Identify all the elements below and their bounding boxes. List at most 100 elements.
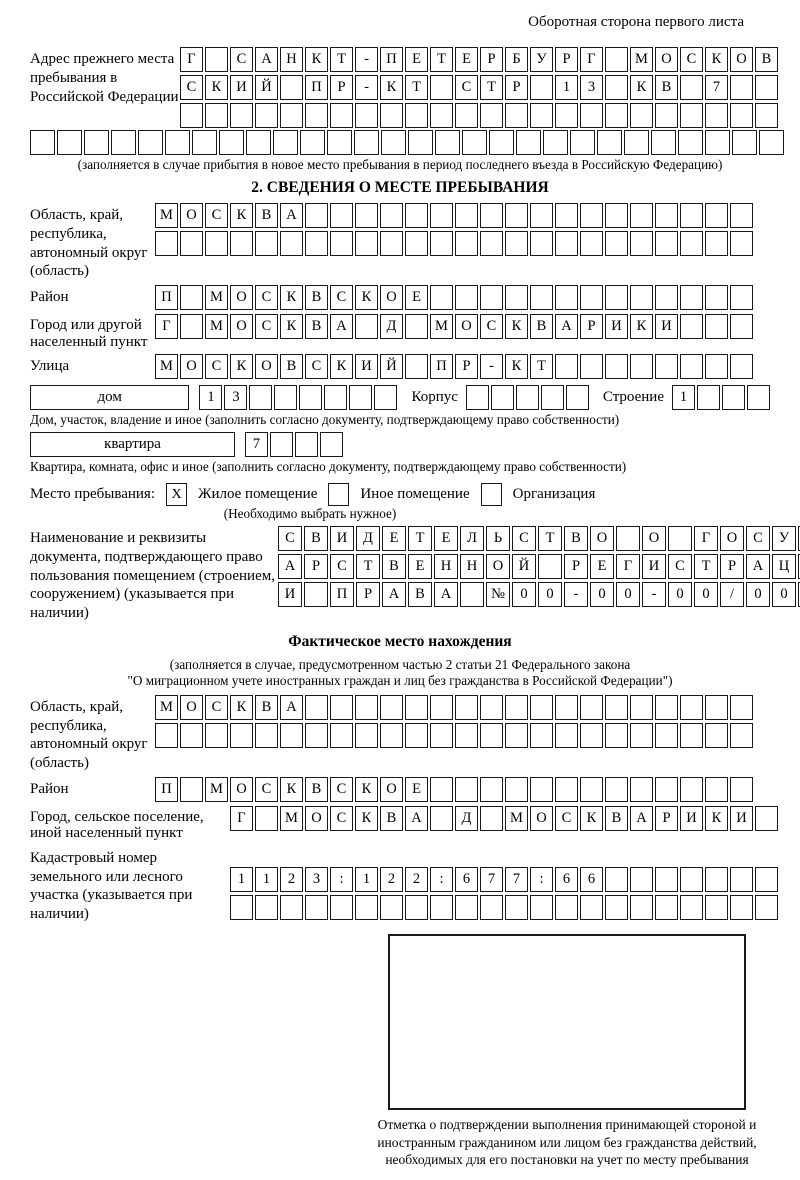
char-cell[interactable] — [543, 130, 568, 155]
char-cell[interactable] — [722, 385, 745, 410]
char-cell[interactable] — [219, 130, 244, 155]
char-cell[interactable] — [505, 776, 528, 802]
char-cell[interactable] — [705, 894, 728, 920]
char-cell[interactable]: 1 — [355, 866, 378, 892]
char-cell[interactable] — [295, 432, 318, 457]
char-cell[interactable]: 3 — [224, 385, 248, 410]
char-cell[interactable] — [705, 722, 728, 748]
char-cell[interactable] — [505, 722, 528, 748]
char-cell[interactable] — [580, 722, 603, 748]
char-cell[interactable] — [246, 130, 271, 155]
char-cell[interactable] — [730, 231, 753, 256]
char-cell[interactable]: В — [380, 805, 403, 831]
char-cell[interactable]: С — [305, 354, 328, 379]
char-cell[interactable] — [730, 314, 753, 339]
char-cell[interactable] — [705, 776, 728, 802]
char-cell[interactable]: И — [330, 526, 354, 551]
char-cell[interactable] — [430, 75, 453, 100]
char-cell[interactable]: И — [278, 582, 302, 607]
char-cell[interactable]: С — [255, 314, 278, 339]
char-cell[interactable] — [480, 103, 503, 128]
char-cell[interactable] — [405, 894, 428, 920]
char-cell[interactable] — [755, 805, 778, 831]
char-cell[interactable] — [480, 203, 503, 228]
char-cell[interactable]: А — [434, 582, 458, 607]
char-cell[interactable] — [680, 103, 703, 128]
char-cell[interactable] — [630, 694, 653, 720]
char-cell[interactable]: П — [305, 75, 328, 100]
char-cell[interactable]: О — [305, 805, 328, 831]
char-cell[interactable]: 6 — [555, 866, 578, 892]
char-cell[interactable]: Р — [505, 75, 528, 100]
char-cell[interactable]: К — [380, 75, 403, 100]
char-cell[interactable] — [305, 103, 328, 128]
char-cell[interactable]: Т — [530, 354, 553, 379]
char-cell[interactable]: Й — [512, 554, 536, 579]
char-cell[interactable]: А — [280, 203, 303, 228]
char-cell[interactable] — [655, 231, 678, 256]
char-cell[interactable]: Р — [720, 554, 744, 579]
apartment-type-box[interactable]: квартира — [30, 432, 235, 457]
char-cell[interactable] — [565, 385, 589, 410]
char-cell[interactable]: С — [230, 47, 253, 72]
char-cell[interactable] — [320, 432, 343, 457]
char-cell[interactable] — [155, 231, 178, 256]
char-cell[interactable] — [165, 130, 190, 155]
char-cell[interactable] — [180, 722, 203, 748]
char-cell[interactable]: 2 — [380, 866, 403, 892]
char-cell[interactable] — [730, 722, 753, 748]
char-cell[interactable] — [538, 554, 562, 579]
char-cell[interactable]: 2 — [405, 866, 428, 892]
char-cell[interactable] — [480, 722, 503, 748]
char-cell[interactable]: О — [255, 354, 278, 379]
char-cell[interactable]: О — [730, 47, 753, 72]
char-cell[interactable] — [408, 130, 433, 155]
char-cell[interactable] — [505, 103, 528, 128]
char-cell[interactable]: К — [580, 805, 603, 831]
char-cell[interactable]: С — [330, 285, 353, 310]
char-cell[interactable]: 7 — [705, 75, 728, 100]
char-cell[interactable]: 1 — [555, 75, 578, 100]
checkbox-organization[interactable] — [480, 483, 502, 506]
char-cell[interactable] — [324, 385, 348, 410]
char-cell[interactable]: Г — [616, 554, 640, 579]
char-cell[interactable] — [580, 285, 603, 310]
char-cell[interactable]: П — [380, 47, 403, 72]
char-cell[interactable]: Г — [155, 314, 178, 339]
char-cell[interactable] — [430, 805, 453, 831]
char-cell[interactable] — [678, 130, 703, 155]
char-cell[interactable]: 7 — [480, 866, 503, 892]
char-cell[interactable] — [405, 722, 428, 748]
char-cell[interactable] — [435, 130, 460, 155]
char-cell[interactable]: 0 — [798, 582, 800, 607]
char-cell[interactable] — [280, 231, 303, 256]
char-cell[interactable]: Е — [405, 776, 428, 802]
char-cell[interactable] — [668, 526, 692, 551]
char-cell[interactable] — [300, 130, 325, 155]
char-cell[interactable] — [605, 894, 628, 920]
char-cell[interactable]: О — [590, 526, 614, 551]
char-cell[interactable]: Р — [564, 554, 588, 579]
char-cell[interactable]: 0 — [616, 582, 640, 607]
char-cell[interactable] — [330, 203, 353, 228]
char-cell[interactable]: Р — [356, 582, 380, 607]
char-cell[interactable] — [180, 314, 203, 339]
char-cell[interactable] — [280, 75, 303, 100]
char-cell[interactable]: К — [280, 285, 303, 310]
char-cell[interactable] — [515, 385, 539, 410]
char-cell[interactable] — [465, 385, 489, 410]
char-cell[interactable] — [630, 866, 653, 892]
char-cell[interactable]: Т — [538, 526, 562, 551]
char-cell[interactable]: 6 — [580, 866, 603, 892]
char-cell[interactable] — [730, 694, 753, 720]
char-cell[interactable] — [330, 694, 353, 720]
char-cell[interactable] — [489, 130, 514, 155]
char-cell[interactable]: Т — [694, 554, 718, 579]
char-cell[interactable] — [580, 231, 603, 256]
char-cell[interactable] — [655, 285, 678, 310]
char-cell[interactable]: В — [255, 694, 278, 720]
char-cell[interactable] — [490, 385, 514, 410]
char-cell[interactable]: О — [720, 526, 744, 551]
char-cell[interactable] — [462, 130, 487, 155]
char-cell[interactable]: Д — [798, 526, 800, 551]
